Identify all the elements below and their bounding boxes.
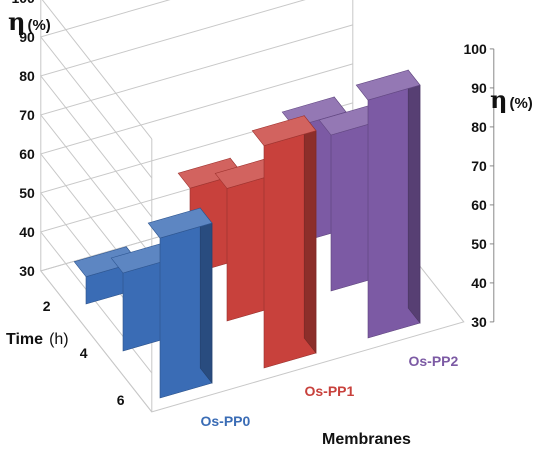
left-z-tick-label: 80 bbox=[19, 68, 35, 84]
right-z-tick-label: 50 bbox=[471, 236, 487, 252]
left-z-tick-label: 70 bbox=[19, 107, 35, 123]
category-label: Os-PP1 bbox=[304, 383, 354, 399]
right-z-tick-label: 40 bbox=[471, 275, 487, 291]
left-z-axis: 30 40 50 60 70 80 90 100 bbox=[11, 0, 35, 279]
category-label: Os-PP2 bbox=[408, 353, 458, 369]
right-z-tick-label: 30 bbox=[471, 314, 487, 330]
time-axis-title: Time (h) bbox=[6, 331, 69, 348]
right-z-tick-label: 90 bbox=[471, 80, 487, 96]
right-z-tick-label: 80 bbox=[471, 119, 487, 135]
category-label: Os-PP0 bbox=[200, 413, 250, 429]
time-tick-label: 2 bbox=[43, 298, 51, 314]
x-axis-title: Membranes bbox=[322, 431, 411, 448]
bar-os-pp0-t6 bbox=[147, 207, 213, 399]
right-z-tick-label: 60 bbox=[471, 197, 487, 213]
left-z-tick-label: 60 bbox=[19, 146, 35, 162]
axis-labels: η (%) η (%) Time (h) Membranes Os-PP0 Os-PP1… bbox=[6, 7, 533, 448]
right-z-tick-label: 100 bbox=[463, 41, 487, 57]
time-tick-label: 4 bbox=[80, 345, 88, 361]
time-tick-label: 6 bbox=[117, 392, 125, 408]
z-axis-title-right: η (%) bbox=[490, 85, 533, 114]
z-axis-title-left: η (%) bbox=[8, 7, 51, 36]
bars bbox=[73, 69, 421, 399]
left-z-tick-label: 30 bbox=[19, 263, 35, 279]
left-z-tick-label: 40 bbox=[19, 224, 35, 240]
bar-os-pp1-t6 bbox=[251, 114, 317, 369]
right-z-tick-label: 70 bbox=[471, 158, 487, 174]
left-z-tick-label: 100 bbox=[11, 0, 35, 6]
right-z-axis: 30 40 50 60 70 80 90 100 bbox=[463, 41, 495, 330]
bar-os-pp2-t6 bbox=[355, 69, 421, 339]
left-z-tick-label: 50 bbox=[19, 185, 35, 201]
left-z-tick-label: 90 bbox=[19, 29, 35, 45]
